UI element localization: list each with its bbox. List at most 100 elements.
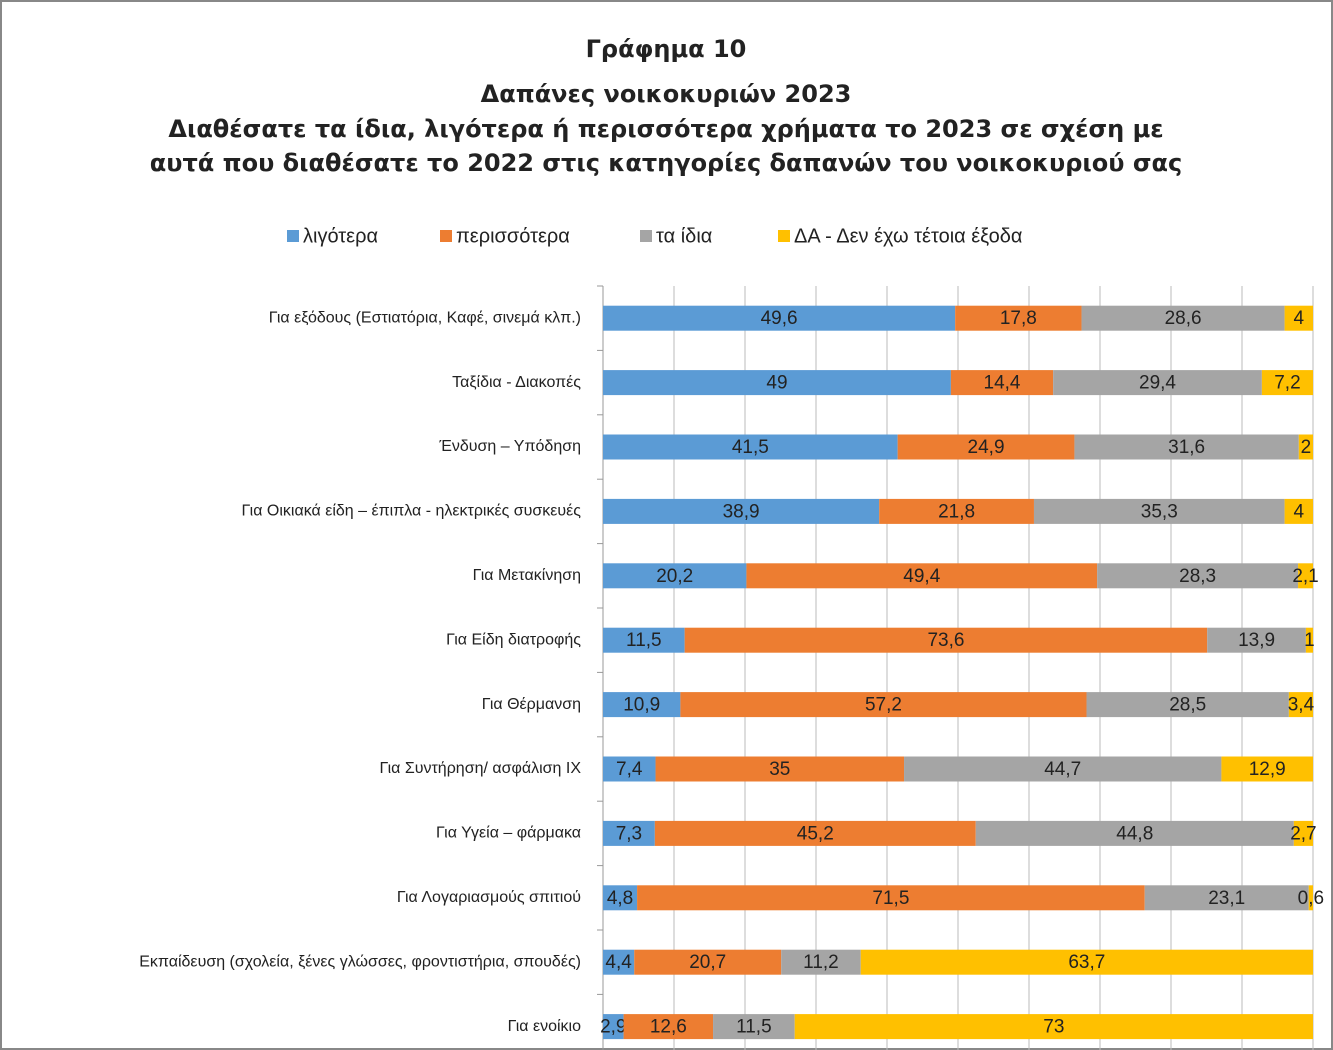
data-label: 2,1 bbox=[1292, 566, 1318, 587]
bar-segment bbox=[680, 692, 1087, 718]
legend-swatch bbox=[287, 230, 299, 242]
bar-segment bbox=[1074, 434, 1299, 460]
bar-segment bbox=[603, 885, 638, 911]
data-label: 7,4 bbox=[616, 759, 643, 780]
bar-segment bbox=[950, 370, 1054, 396]
bar-segment bbox=[1298, 563, 1313, 589]
data-label: 73,6 bbox=[927, 630, 964, 651]
bar-segment bbox=[794, 1014, 1313, 1040]
bar-segment bbox=[603, 949, 635, 975]
data-label: 4,4 bbox=[605, 952, 632, 973]
data-label: 35 bbox=[769, 759, 790, 780]
bar-segment bbox=[1298, 434, 1313, 460]
legend-swatch bbox=[778, 230, 790, 242]
data-label: 11,2 bbox=[803, 952, 839, 973]
data-label: 41,5 bbox=[732, 437, 769, 458]
chart-title: αυτά που διαθέσατε το 2022 στις κατηγορί… bbox=[150, 149, 1182, 177]
data-label: 17,8 bbox=[1000, 308, 1037, 329]
bar-segment bbox=[1288, 692, 1313, 718]
bar-segment bbox=[1086, 692, 1289, 718]
data-label: 44,7 bbox=[1044, 759, 1081, 780]
chart-title: Γράφημα 10 bbox=[586, 35, 747, 63]
data-label: 12,9 bbox=[1249, 759, 1286, 780]
data-label: 24,9 bbox=[968, 437, 1005, 458]
data-label: 71,5 bbox=[872, 888, 909, 909]
bar-segment bbox=[603, 1014, 624, 1040]
data-label: 1 bbox=[1304, 630, 1315, 651]
bar-segment bbox=[1261, 370, 1313, 396]
y-tick-label: Για Υγεία – φάρμακα bbox=[436, 825, 581, 842]
bar-segment bbox=[904, 756, 1222, 782]
data-label: 3,4 bbox=[1288, 695, 1315, 716]
data-label: 35,3 bbox=[1141, 501, 1178, 522]
bar-segment bbox=[1221, 756, 1313, 782]
y-tick-label: Για Είδη διατροφής bbox=[446, 631, 581, 648]
bar-segment bbox=[713, 1014, 795, 1040]
data-label: 0,6 bbox=[1298, 888, 1324, 909]
data-label: 63,7 bbox=[1068, 952, 1105, 973]
data-label: 20,7 bbox=[689, 952, 726, 973]
y-tick-label: Για Μετακίνηση bbox=[473, 567, 581, 584]
y-tick-label: Για ενοίκιο bbox=[508, 1018, 582, 1035]
legend-label: τα ίδια bbox=[656, 225, 712, 247]
bar-segment bbox=[603, 434, 898, 460]
data-label: 7,3 bbox=[616, 823, 642, 844]
data-label: 57,2 bbox=[865, 695, 902, 716]
bar-segment bbox=[603, 305, 956, 331]
y-tick-label: Για Συντήρηση/ ασφάλιση ΙΧ bbox=[379, 760, 581, 777]
bar-segment bbox=[1097, 563, 1299, 589]
data-label: 28,6 bbox=[1165, 308, 1202, 329]
legend-label: λιγότερα bbox=[303, 225, 378, 247]
bar-segment bbox=[603, 563, 747, 589]
bar-segment bbox=[1144, 885, 1309, 911]
bar-segment bbox=[655, 756, 905, 782]
data-label: 4 bbox=[1294, 501, 1305, 522]
bar-segment bbox=[603, 820, 655, 846]
bar-segment bbox=[1308, 885, 1313, 911]
bar-segment bbox=[1207, 627, 1306, 653]
bar-segment bbox=[654, 820, 976, 846]
bar-segment bbox=[1293, 820, 1313, 846]
legend-swatch bbox=[640, 230, 652, 242]
data-label: 28,5 bbox=[1169, 695, 1206, 716]
y-tick-label: Ταξίδια - Διακοπές bbox=[452, 374, 581, 391]
data-label: 4 bbox=[1294, 308, 1305, 329]
bar-segment bbox=[637, 885, 1145, 911]
chart-title: Διαθέσατε τα ίδια, λιγότερα ή περισσότερ… bbox=[168, 115, 1163, 143]
bar-segment bbox=[975, 820, 1294, 846]
legend-swatch bbox=[440, 230, 452, 242]
y-tick-label: Ένδυση – Υπόδηση bbox=[438, 438, 581, 455]
bar-segment bbox=[1305, 627, 1313, 653]
y-tick-label: Εκπαίδευση (σχολεία, ξένες γλώσσες, φρον… bbox=[139, 953, 581, 970]
data-label: 38,9 bbox=[723, 501, 760, 522]
data-label: 29,4 bbox=[1139, 373, 1176, 394]
bar-segment bbox=[603, 498, 880, 524]
data-label: 44,8 bbox=[1116, 823, 1153, 844]
data-label: 12,6 bbox=[650, 1017, 687, 1038]
data-label: 31,6 bbox=[1168, 437, 1205, 458]
data-label: 49,6 bbox=[761, 308, 798, 329]
bar-segment bbox=[897, 434, 1075, 460]
bar-segment bbox=[1284, 498, 1313, 524]
data-label: 23,1 bbox=[1208, 888, 1245, 909]
data-label: 49 bbox=[766, 373, 787, 394]
data-label: 2 bbox=[1301, 437, 1312, 458]
legend-label: περισσότερα bbox=[456, 225, 570, 247]
bar-segment bbox=[603, 370, 951, 396]
y-tick-label: Για εξόδους (Εστιατόρια, Καφέ, σινεμά κλ… bbox=[269, 309, 581, 326]
bar-segment bbox=[603, 627, 685, 653]
bar-segment bbox=[603, 692, 681, 718]
data-label: 49,4 bbox=[903, 566, 940, 587]
data-label: 14,4 bbox=[984, 373, 1021, 394]
data-label: 2,7 bbox=[1290, 823, 1316, 844]
data-label: 11,5 bbox=[736, 1017, 772, 1038]
bar-segment bbox=[781, 949, 861, 975]
data-label: 21,8 bbox=[938, 501, 975, 522]
chart-title: Δαπάνες νοικοκυριών 2023 bbox=[481, 80, 852, 108]
bar-segment bbox=[1081, 305, 1285, 331]
data-label: 10,9 bbox=[623, 695, 660, 716]
data-label: 28,3 bbox=[1179, 566, 1216, 587]
data-label: 20,2 bbox=[656, 566, 693, 587]
